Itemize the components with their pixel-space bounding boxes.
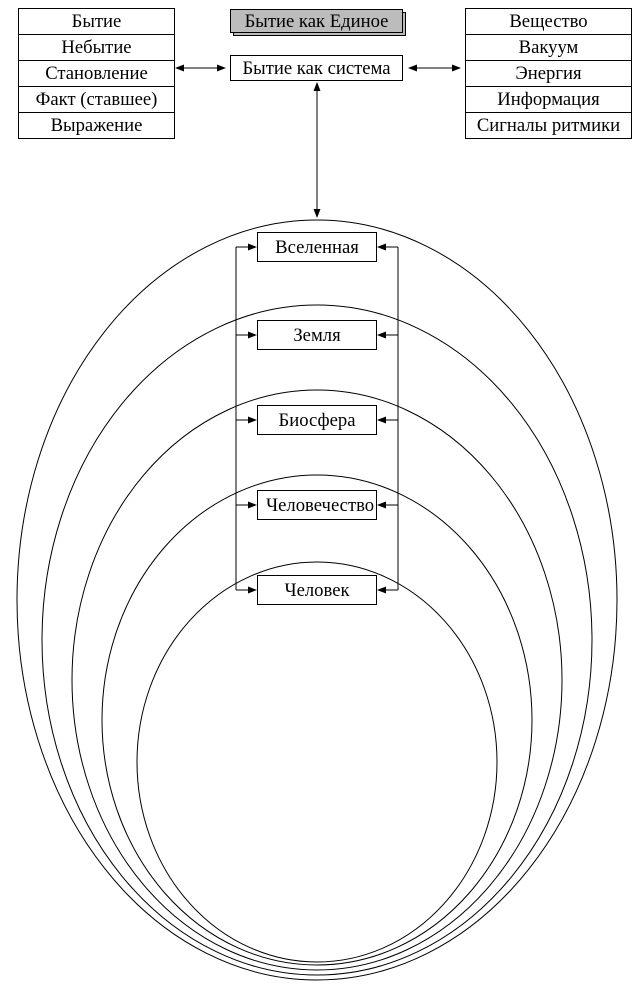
node-universe-label: Вселенная [275, 237, 359, 258]
left-panel-row-3: Факт (ставшее) [19, 87, 174, 113]
system-label: Бытие как система [242, 58, 390, 79]
diagram-stage: БытиеНебытиеСтановлениеФакт (ставшее)Выр… [0, 0, 640, 989]
node-universe: Вселенная [257, 232, 377, 262]
left-panel-row-2: Становление [19, 61, 174, 87]
right-panel-row-4: Сигналы ритмики [466, 113, 631, 138]
right-panel-row-2: Энергия [466, 61, 631, 87]
left-category-panel: БытиеНебытиеСтановлениеФакт (ставшее)Выр… [18, 8, 175, 139]
node-human-label: Человек [284, 580, 349, 601]
left-panel-row-4: Выражение [19, 113, 174, 138]
unity-box: Бытие как Единое [230, 9, 403, 33]
node-biosphere-label: Биосфера [279, 410, 356, 431]
right-panel-row-3: Информация [466, 87, 631, 113]
right-panel-row-0: Вещество [466, 9, 631, 35]
system-box: Бытие как система [230, 55, 403, 81]
unity-label: Бытие как Единое [245, 11, 389, 32]
node-humanity: Человечество [257, 490, 377, 520]
right-category-panel: ВеществоВакуумЭнергияИнформацияСигналы р… [465, 8, 632, 139]
node-biosphere: Биосфера [257, 405, 377, 435]
right-panel-row-1: Вакуум [466, 35, 631, 61]
node-humanity-label: Человечество [266, 495, 374, 516]
node-earth-label: Земля [293, 325, 340, 346]
left-panel-row-0: Бытие [19, 9, 174, 35]
node-earth: Земля [257, 320, 377, 350]
left-panel-row-1: Небытие [19, 35, 174, 61]
node-human: Человек [257, 575, 377, 605]
